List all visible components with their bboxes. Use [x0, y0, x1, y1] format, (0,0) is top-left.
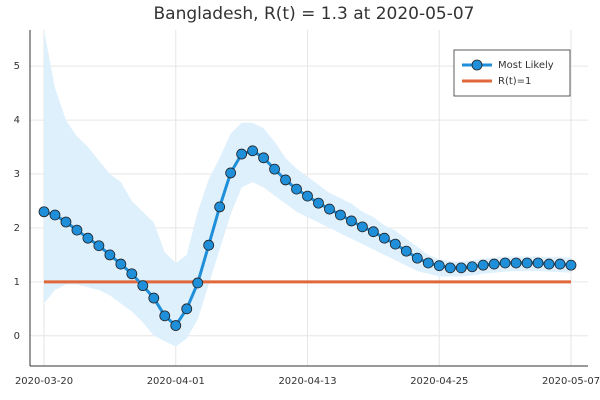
- data-point: [71, 224, 83, 236]
- data-point: [554, 258, 566, 270]
- data-point: [543, 258, 555, 270]
- x-tick-label: 2020-04-25: [410, 376, 468, 387]
- legend-marker: [471, 59, 483, 71]
- x-tick-label: 2020-05-07: [542, 376, 600, 387]
- data-point: [203, 239, 215, 251]
- data-point: [433, 260, 445, 272]
- y-tick-label: 4: [14, 115, 20, 126]
- data-point: [521, 257, 533, 269]
- data-point: [291, 183, 302, 195]
- data-point: [378, 232, 390, 244]
- data-point: [192, 277, 204, 289]
- data-point: [104, 249, 116, 261]
- data-point: [236, 148, 248, 160]
- data-point: [170, 320, 182, 331]
- data-point: [115, 258, 127, 270]
- data-point: [126, 268, 138, 280]
- x-tick-label: 2020-04-13: [278, 376, 336, 387]
- x-tick-label: 2020-03-20: [15, 376, 73, 387]
- chart-title: Bangladesh, R(t) = 1.3 at 2020-05-07: [154, 4, 475, 24]
- data-point: [466, 261, 478, 273]
- data-point: [302, 190, 313, 202]
- data-point: [488, 258, 500, 270]
- data-point: [225, 167, 237, 179]
- data-point: [313, 197, 324, 209]
- data-point: [411, 252, 423, 264]
- data-point: [477, 259, 489, 271]
- data-point: [60, 216, 72, 228]
- data-point: [269, 163, 280, 175]
- data-point: [335, 209, 346, 221]
- data-point: [181, 303, 193, 315]
- data-point: [280, 174, 291, 186]
- legend-box: [453, 49, 571, 97]
- data-point: [137, 280, 149, 292]
- data-point: [455, 262, 467, 274]
- data-point: [444, 262, 456, 274]
- data-point: [422, 257, 434, 269]
- data-point: [148, 292, 160, 304]
- legend-label: R(t)=1: [498, 76, 531, 87]
- data-point: [82, 232, 94, 244]
- data-point: [400, 245, 412, 257]
- data-point: [258, 152, 269, 164]
- data-point: [389, 238, 401, 250]
- data-point: [346, 215, 357, 227]
- y-tick-label: 2: [14, 223, 20, 234]
- y-tick-label: 0: [14, 331, 20, 342]
- y-tick-label: 3: [14, 169, 20, 180]
- data-point: [93, 240, 105, 252]
- data-point: [356, 221, 368, 233]
- y-tick-label: 1: [14, 277, 20, 288]
- y-tick-label: 5: [14, 61, 20, 72]
- data-point: [324, 203, 335, 215]
- data-point: [159, 310, 171, 322]
- data-point: [247, 145, 259, 157]
- data-point: [214, 201, 226, 213]
- data-point: [49, 209, 61, 221]
- data-point: [532, 257, 544, 269]
- legend-label: Most Likely: [498, 60, 554, 71]
- x-tick-label: 2020-04-01: [147, 376, 205, 387]
- data-point: [499, 257, 511, 269]
- data-point: [38, 206, 50, 218]
- data-point: [565, 259, 577, 271]
- data-point: [510, 257, 522, 269]
- data-point: [367, 226, 379, 238]
